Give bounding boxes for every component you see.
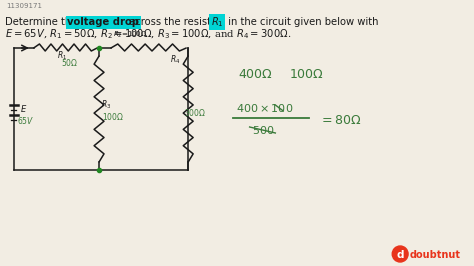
- Text: $50\Omega$: $50\Omega$: [62, 57, 79, 68]
- Text: $100\Omega$: $100\Omega$: [289, 69, 324, 81]
- Text: in the circuit given below with: in the circuit given below with: [225, 17, 378, 27]
- Text: $500$: $500$: [252, 124, 274, 136]
- Text: Determine the: Determine the: [5, 17, 81, 27]
- Text: $R_2$=100$\Omega$: $R_2$=100$\Omega$: [113, 30, 147, 40]
- Text: doubtnut: doubtnut: [410, 250, 461, 260]
- Text: $300\Omega$: $300\Omega$: [184, 107, 206, 118]
- Text: across the resistor: across the resistor: [126, 17, 224, 27]
- Text: $E$: $E$: [20, 102, 27, 114]
- Text: $R_4$: $R_4$: [170, 54, 181, 66]
- Text: d: d: [397, 250, 404, 260]
- Text: $100\Omega$: $100\Omega$: [102, 111, 124, 123]
- Text: voltage drop: voltage drop: [67, 17, 139, 27]
- Text: 11309171: 11309171: [6, 3, 42, 9]
- Text: $65V$: $65V$: [17, 115, 34, 127]
- Text: $400\Omega$: $400\Omega$: [238, 69, 273, 81]
- Text: $R_3$: $R_3$: [101, 99, 111, 111]
- Text: $E = 65V$, $R_1 = 50\Omega$, $R_2 = 100\Omega$, $R_3 = 100\Omega$, and $R_4 = 30: $E = 65V$, $R_1 = 50\Omega$, $R_2 = 100\…: [5, 27, 291, 41]
- Text: $= 80\Omega$: $= 80\Omega$: [319, 114, 361, 127]
- Text: $400\times100$: $400\times100$: [236, 102, 293, 114]
- Text: $R_1$: $R_1$: [57, 50, 68, 63]
- Text: $R_1$: $R_1$: [211, 15, 224, 29]
- Circle shape: [392, 246, 408, 262]
